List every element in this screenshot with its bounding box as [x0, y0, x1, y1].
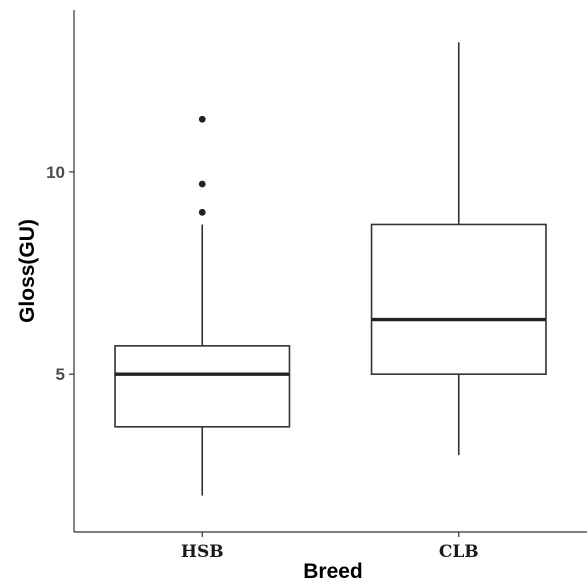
x-axis-ticks: HSB CLB [181, 532, 479, 562]
box-hsb [114, 115, 291, 496]
outlier-point [198, 115, 206, 123]
outlier-point [198, 180, 206, 188]
y-tick-label: 5 [56, 365, 65, 384]
y-axis-title: Gloss(GU) [16, 219, 39, 323]
iqr-box [114, 345, 291, 428]
x-tick-label: CLB [439, 542, 479, 562]
y-tick-label: 10 [46, 163, 65, 182]
x-axis-title: Breed [303, 560, 363, 582]
outlier-point [198, 208, 206, 216]
x-tick-label: HSB [181, 542, 224, 562]
box-clb [370, 42, 547, 456]
box-series [114, 42, 547, 496]
y-axis-ticks: 5 10 [46, 163, 74, 384]
iqr-box [370, 223, 547, 375]
